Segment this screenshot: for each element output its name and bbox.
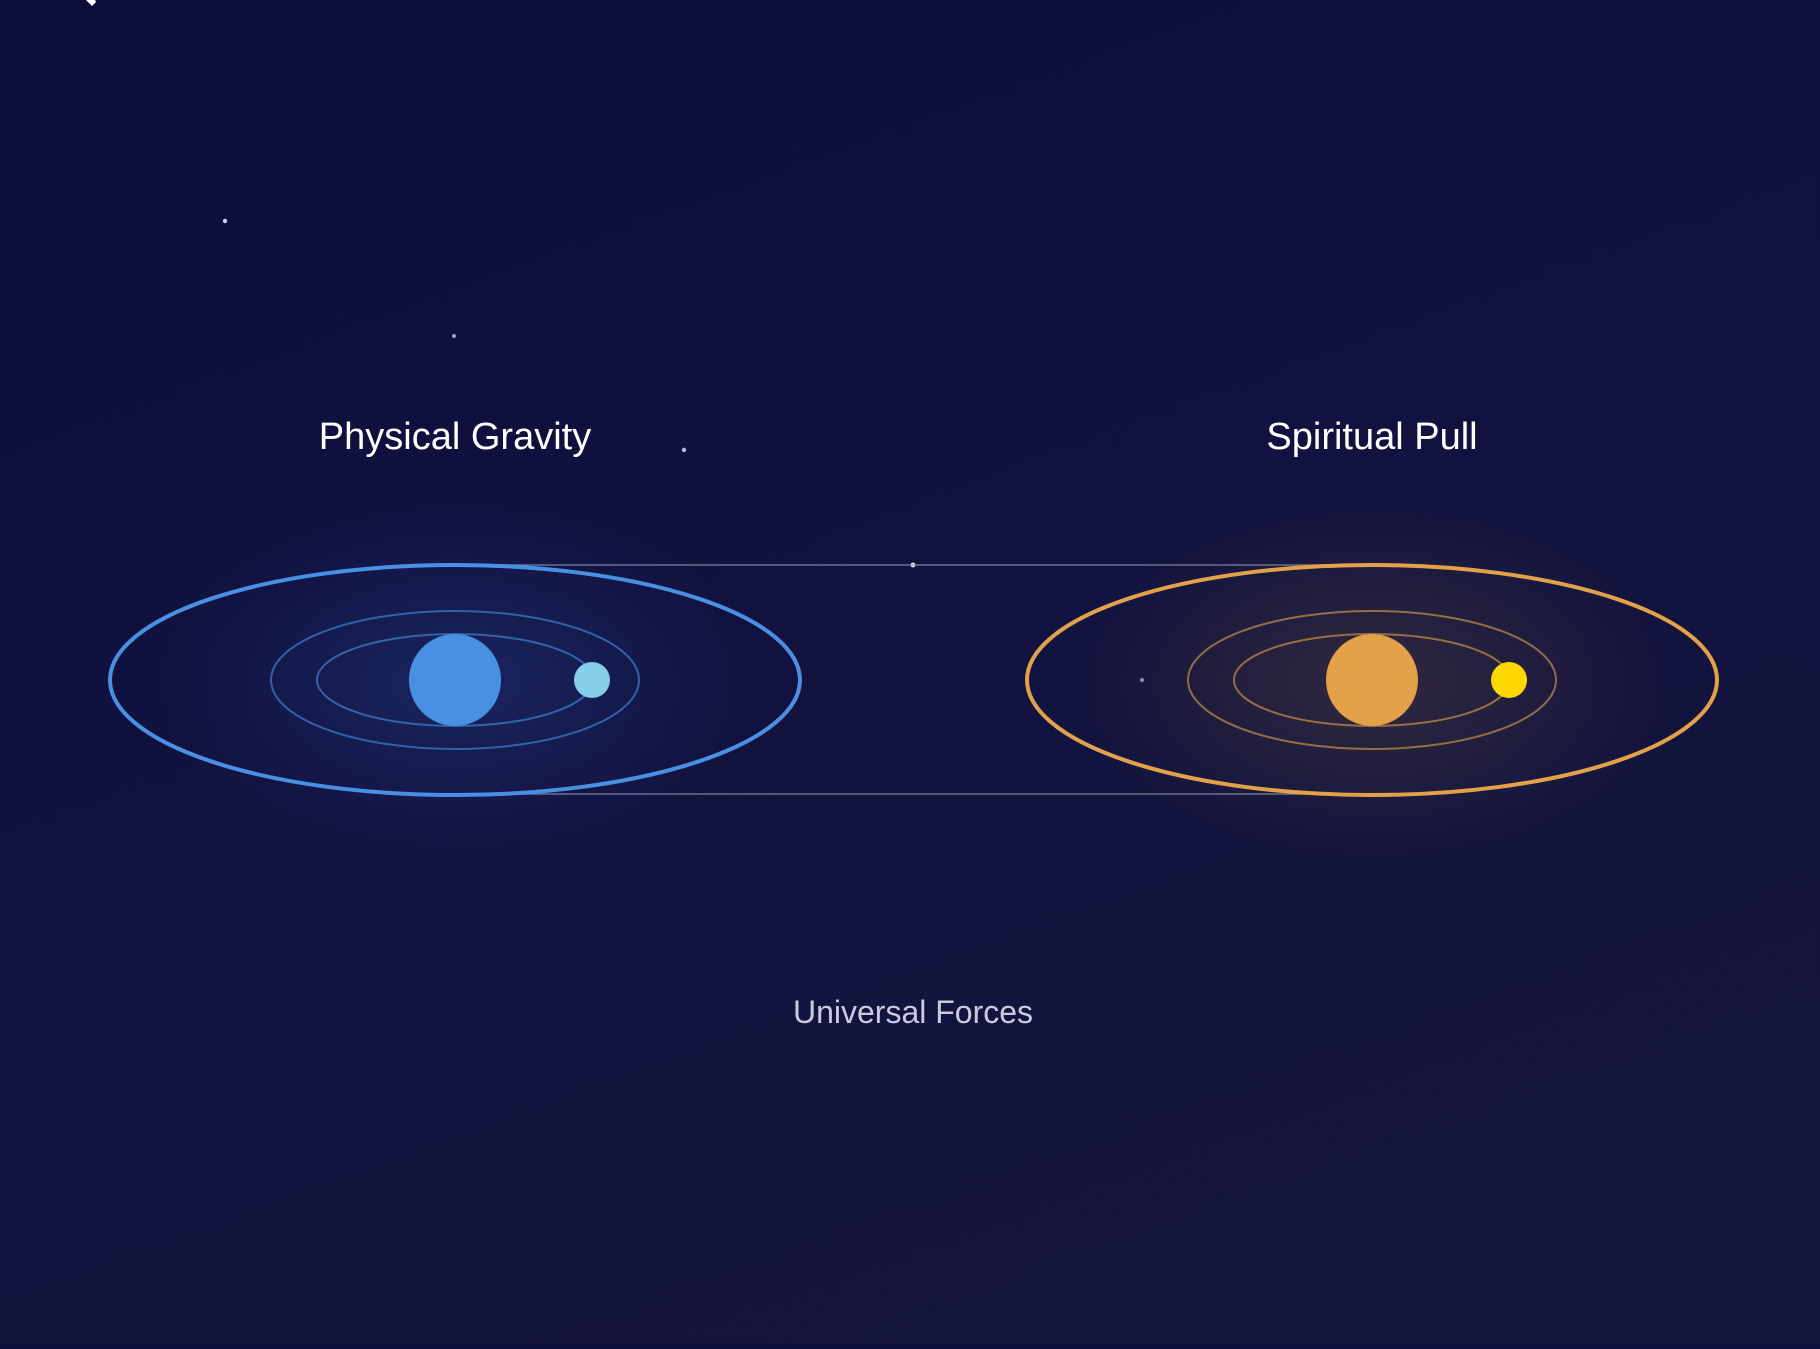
physical-gravity-label: Physical Gravity (318, 416, 592, 458)
spirit-body (1326, 634, 1418, 726)
planet-body (409, 634, 501, 726)
spiritual-pull-label: Spiritual Pull (1266, 416, 1478, 458)
universal-forces-caption: Universal Forces (792, 994, 1034, 1030)
spiritual-pull-system (1025, 563, 1719, 797)
light-satellite (1491, 662, 1527, 698)
moon-satellite (574, 662, 610, 698)
outer-orbit (108, 563, 802, 797)
outer-orbit (1025, 563, 1719, 797)
star (452, 334, 456, 338)
middle-orbit (1187, 610, 1557, 750)
middle-orbit (270, 610, 640, 750)
sparkle-icon (86, 0, 96, 6)
star (222, 218, 228, 224)
star (681, 447, 687, 453)
physical-gravity-system (108, 563, 802, 797)
